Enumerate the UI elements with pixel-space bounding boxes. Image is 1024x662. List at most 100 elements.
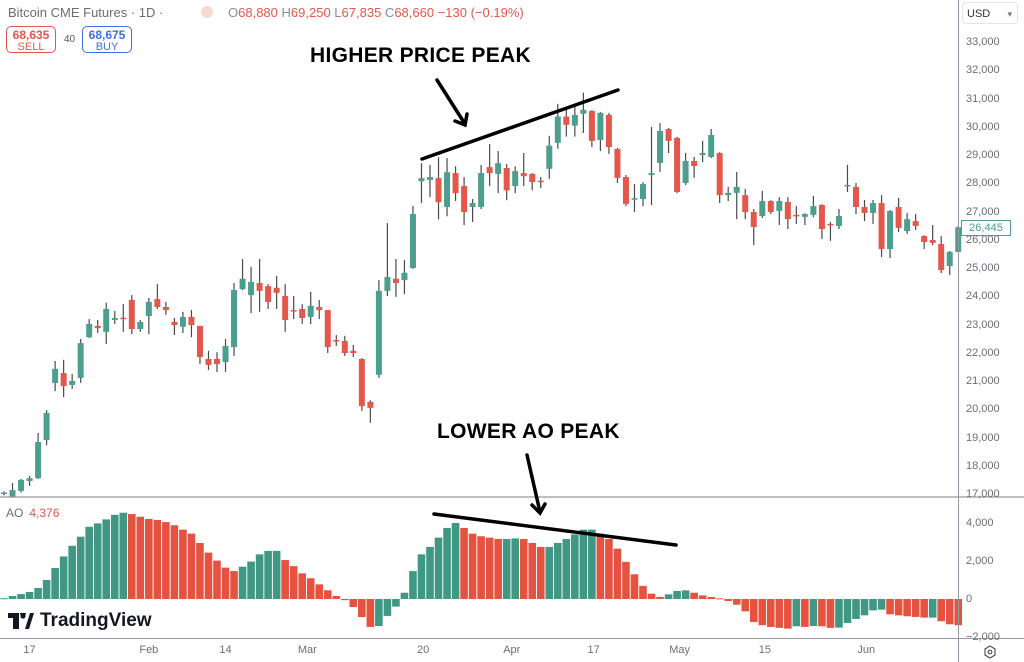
open-value: 68,880 bbox=[238, 5, 278, 20]
ao-bar bbox=[8, 595, 17, 599]
sell-price: 68,635 bbox=[12, 28, 50, 42]
candle bbox=[188, 310, 195, 338]
candle bbox=[171, 318, 178, 335]
candle bbox=[205, 350, 212, 370]
ao-bar bbox=[613, 548, 622, 599]
candle-body bbox=[273, 287, 280, 293]
ao-bar bbox=[630, 574, 639, 599]
ao-bar bbox=[460, 527, 468, 599]
candle-body bbox=[69, 381, 76, 385]
ao-bar bbox=[358, 599, 366, 618]
candle bbox=[929, 225, 936, 246]
candle-body bbox=[622, 177, 629, 204]
candle bbox=[333, 334, 340, 346]
candle-body bbox=[648, 173, 655, 176]
candle-body bbox=[341, 340, 348, 354]
candle bbox=[921, 235, 928, 250]
time-tick-label: 20 bbox=[417, 644, 430, 656]
ao-tick-label: −2,000 bbox=[966, 631, 1000, 643]
candle-body bbox=[128, 299, 135, 330]
candle bbox=[810, 195, 817, 218]
price-tick-label: 30,000 bbox=[966, 120, 1000, 133]
ao-bar bbox=[102, 519, 111, 599]
ao-bar bbox=[128, 514, 136, 599]
candle-body bbox=[392, 278, 399, 283]
candle-body bbox=[520, 173, 527, 177]
candle bbox=[26, 475, 33, 486]
ao-bar bbox=[775, 599, 784, 628]
candle bbox=[452, 166, 459, 202]
high-value: 69,250 bbox=[290, 5, 331, 20]
time-tick-label: 17 bbox=[23, 644, 36, 656]
candle bbox=[282, 284, 289, 332]
ao-bar bbox=[468, 533, 477, 599]
candle bbox=[469, 199, 476, 222]
ao-bar bbox=[204, 552, 213, 599]
candle-body bbox=[657, 130, 664, 163]
time-tick-label: Mar bbox=[297, 644, 317, 656]
sell-button[interactable]: 68,635 SELL bbox=[6, 26, 56, 53]
candle-body bbox=[810, 206, 817, 215]
candle bbox=[265, 284, 272, 309]
buy-button[interactable]: 68,675 BUY bbox=[82, 26, 132, 53]
candle bbox=[674, 136, 681, 194]
candle-body bbox=[9, 490, 16, 498]
ao-bar bbox=[835, 599, 843, 628]
ao-bar bbox=[59, 556, 68, 599]
candle bbox=[418, 163, 425, 204]
candle-body bbox=[478, 173, 485, 207]
candle bbox=[887, 210, 894, 259]
candle-body bbox=[162, 306, 169, 311]
candle-body bbox=[367, 401, 374, 408]
candle-body bbox=[486, 167, 493, 174]
candle bbox=[682, 153, 689, 185]
candle-body bbox=[733, 186, 740, 193]
last-price-tag: 26,445 bbox=[961, 220, 1011, 236]
price-tick-label: 28,000 bbox=[966, 177, 1000, 190]
candle-body bbox=[537, 180, 544, 183]
candle-body bbox=[571, 114, 578, 126]
ao-value: 4,376 bbox=[29, 506, 60, 520]
candle-body bbox=[870, 203, 877, 213]
price-trendline bbox=[420, 88, 620, 161]
buy-label: BUY bbox=[95, 41, 119, 53]
candle bbox=[835, 208, 842, 230]
candle-body bbox=[282, 295, 289, 320]
ao-bar bbox=[451, 523, 460, 599]
candle-body bbox=[588, 110, 595, 141]
candle bbox=[120, 304, 127, 332]
candle bbox=[1, 491, 7, 496]
candle-body bbox=[77, 343, 84, 378]
candle bbox=[128, 295, 135, 335]
ao-bar bbox=[852, 599, 860, 619]
candle bbox=[375, 280, 382, 378]
candle-body bbox=[597, 112, 604, 141]
candle-body bbox=[265, 286, 272, 302]
tradingview-logo[interactable]: TradingView bbox=[8, 610, 152, 632]
ao-bar bbox=[869, 599, 877, 611]
candle-body bbox=[86, 323, 93, 338]
candle bbox=[529, 173, 536, 191]
candle bbox=[503, 164, 510, 201]
ao-bar bbox=[162, 522, 170, 599]
candle bbox=[222, 338, 229, 372]
ao-bar bbox=[110, 514, 119, 599]
candle bbox=[588, 110, 595, 148]
candle bbox=[409, 205, 416, 269]
candle bbox=[316, 299, 323, 320]
ao-legend[interactable]: AO 4,376 bbox=[6, 506, 59, 520]
candle-body bbox=[205, 358, 212, 365]
candle-body bbox=[111, 318, 118, 320]
ao-bar bbox=[681, 590, 690, 599]
ao-bar bbox=[0, 598, 8, 600]
symbol-title[interactable]: Bitcoin CME Futures · 1D · bbox=[8, 5, 164, 20]
price-tick-label: 21,000 bbox=[966, 375, 1000, 387]
settings-eye-icon[interactable] bbox=[983, 645, 997, 659]
ao-bar bbox=[562, 538, 571, 599]
candle-body bbox=[887, 210, 894, 250]
ao-bar bbox=[153, 519, 162, 599]
currency-select[interactable]: USD ▾ bbox=[962, 2, 1018, 24]
candle bbox=[580, 92, 587, 133]
candle bbox=[912, 214, 919, 230]
